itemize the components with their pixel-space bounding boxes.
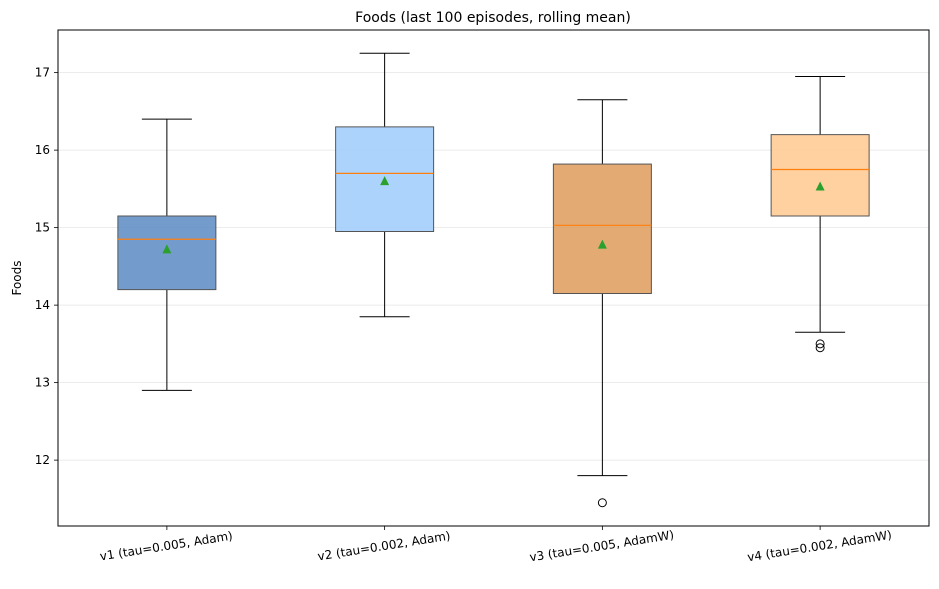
mean-marker bbox=[162, 244, 172, 254]
iqr-box bbox=[770, 134, 870, 217]
iqr-box bbox=[552, 163, 652, 294]
y-tick-label: 15 bbox=[35, 221, 50, 235]
mean-marker bbox=[380, 176, 390, 186]
chart-title: Foods (last 100 episodes, rolling mean) bbox=[355, 10, 631, 26]
x-tick-label: v4 (tau=0.002, AdamW) bbox=[746, 528, 893, 565]
x-axis: v1 (tau=0.005, Adam) v2 (tau=0.002, Adam)… bbox=[99, 526, 893, 564]
mean-marker bbox=[815, 181, 825, 191]
box-4 bbox=[770, 76, 870, 353]
y-axis: 12 13 14 15 16 17 bbox=[35, 66, 58, 467]
y-tick-label: 16 bbox=[35, 143, 50, 157]
outlier-point bbox=[815, 339, 825, 349]
x-tick-label: v2 (tau=0.002, Adam) bbox=[317, 529, 452, 564]
box-3 bbox=[552, 99, 652, 508]
y-tick-label: 13 bbox=[35, 376, 50, 390]
x-tick-label: v1 (tau=0.005, Adam) bbox=[99, 529, 234, 564]
outlier-point bbox=[597, 498, 607, 508]
outlier-point bbox=[815, 343, 825, 353]
y-tick-label: 14 bbox=[35, 298, 50, 312]
plot-frame bbox=[57, 29, 930, 527]
y-tick-label: 12 bbox=[35, 453, 50, 467]
box-series bbox=[117, 52, 870, 508]
y-axis-label: Foods bbox=[10, 260, 24, 295]
box-2 bbox=[335, 52, 435, 318]
y-tick-label: 17 bbox=[35, 66, 50, 80]
mean-marker bbox=[597, 239, 607, 249]
box-1 bbox=[117, 118, 217, 391]
x-tick-label: v3 (tau=0.005, AdamW) bbox=[528, 528, 675, 565]
